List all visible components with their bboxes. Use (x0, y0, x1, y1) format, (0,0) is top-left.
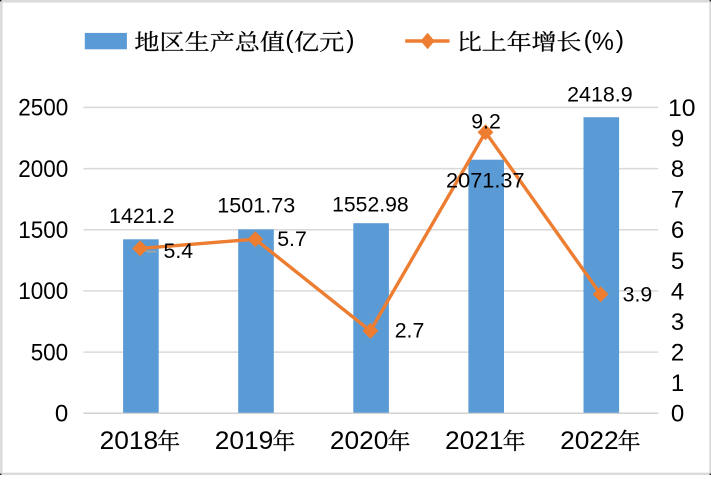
svg-text:1501.73: 1501.73 (217, 194, 295, 218)
svg-text:2018: 2018 (100, 427, 159, 455)
svg-text:2071.37: 2071.37 (446, 168, 525, 192)
svg-text:1552.98: 1552.98 (332, 192, 409, 216)
svg-text:1: 1 (671, 370, 684, 397)
svg-text:): ) (616, 26, 624, 54)
svg-text:6: 6 (671, 217, 684, 244)
svg-text:2: 2 (671, 339, 684, 366)
svg-text:%: % (592, 28, 614, 56)
svg-text:1500: 1500 (18, 217, 68, 244)
svg-text:9: 9 (671, 125, 684, 152)
svg-text:(: ( (584, 26, 593, 54)
svg-text:2418.9: 2418.9 (567, 83, 633, 107)
svg-text:2019: 2019 (215, 427, 274, 455)
svg-text:2.7: 2.7 (395, 319, 425, 343)
svg-text:500: 500 (31, 339, 69, 366)
svg-text:(: ( (285, 26, 294, 54)
svg-text:5.7: 5.7 (277, 227, 307, 251)
svg-text:8: 8 (671, 156, 684, 183)
svg-text:9.2: 9.2 (471, 109, 501, 133)
svg-text:0: 0 (55, 401, 68, 428)
svg-text:5: 5 (671, 248, 684, 275)
svg-text:1421.2: 1421.2 (109, 204, 175, 228)
svg-text:3: 3 (671, 309, 684, 336)
svg-text:2022: 2022 (560, 427, 619, 455)
svg-text:1000: 1000 (18, 278, 68, 305)
svg-text:2020: 2020 (330, 427, 389, 455)
svg-text:10: 10 (668, 95, 696, 122)
svg-text:3.9: 3.9 (623, 283, 653, 307)
svg-text:): ) (346, 26, 354, 54)
svg-text:4: 4 (671, 278, 684, 305)
svg-text:0: 0 (671, 401, 684, 428)
svg-text:2021: 2021 (445, 427, 504, 455)
svg-text:2000: 2000 (18, 156, 68, 183)
svg-text:2500: 2500 (18, 95, 68, 122)
svg-text:7: 7 (671, 187, 684, 214)
svg-text:5.4: 5.4 (164, 239, 194, 263)
